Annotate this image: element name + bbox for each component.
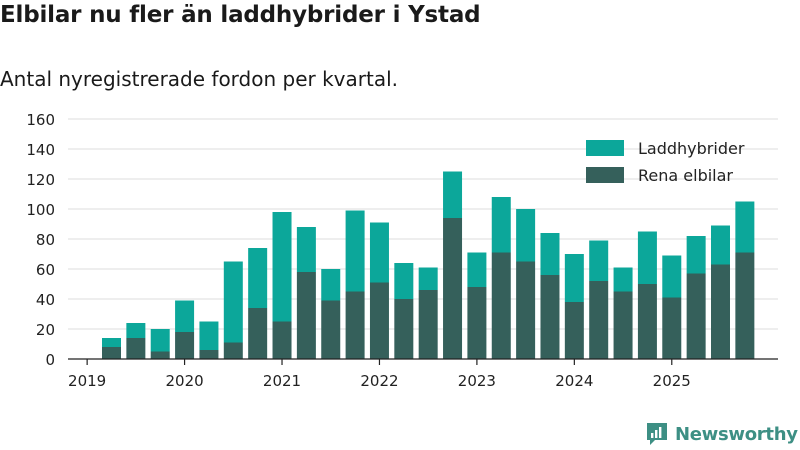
- bar-rena-elbilar: [467, 287, 487, 359]
- bar-laddhybrider: [394, 263, 414, 299]
- bar-laddhybrider: [369, 222, 389, 283]
- bar-rena-elbilar: [150, 351, 170, 359]
- stacked-bar-chart: 0 20 40 60 80 100 120 140 160 2019 2020 2021 2022 202…: [26, 111, 778, 390]
- bar-rena-elbilar: [248, 308, 268, 359]
- bar-laddhybrider: [345, 210, 365, 292]
- chart-title: Elbilar nu fler än laddhybrider i Ystad: [0, 2, 481, 28]
- legend-swatch-elbilar: [586, 167, 624, 183]
- bar-laddhybrider: [199, 321, 219, 350]
- bar-rena-elbilar: [369, 282, 389, 359]
- y-tick-label: 160: [26, 111, 55, 129]
- bar-laddhybrider: [491, 197, 511, 253]
- bar-laddhybrider: [443, 171, 463, 218]
- x-tick-label: 2022: [360, 372, 398, 390]
- bar-laddhybrider: [467, 252, 487, 287]
- brand-logo: Newsworthy: [645, 420, 798, 448]
- bar-rena-elbilar: [394, 299, 414, 359]
- bar-rena-elbilar: [613, 291, 633, 359]
- bar-rena-elbilar: [272, 321, 292, 359]
- bar-laddhybrider: [296, 227, 316, 272]
- bar-laddhybrider: [686, 236, 706, 274]
- y-tick-label: 60: [36, 261, 55, 279]
- y-tick-label: 140: [26, 141, 55, 159]
- x-tick-label: 2024: [555, 372, 593, 390]
- bar-rena-elbilar: [199, 350, 219, 359]
- bar-rena-elbilar: [686, 273, 706, 359]
- bar-rena-elbilar: [589, 281, 609, 359]
- bar-laddhybrider: [126, 323, 146, 338]
- x-tick-label: 2019: [68, 372, 106, 390]
- bar-rena-elbilar: [491, 252, 511, 359]
- y-tick-label: 120: [26, 171, 55, 189]
- bar-laddhybrider: [711, 225, 730, 265]
- x-tick-label: 2020: [165, 372, 203, 390]
- bar-laddhybrider: [321, 269, 341, 301]
- bar-rena-elbilar: [102, 347, 121, 359]
- bar-laddhybrider: [516, 209, 536, 262]
- bar-rena-elbilar: [223, 342, 243, 359]
- bar-laddhybrider: [662, 255, 682, 298]
- y-tick-label: 40: [36, 291, 55, 309]
- bar-rena-elbilar: [540, 275, 560, 359]
- bar-laddhybrider: [613, 267, 633, 292]
- bar-laddhybrider: [564, 254, 584, 302]
- x-tick-label: 2023: [458, 372, 496, 390]
- legend-label-laddhybrider: Laddhybrider: [638, 139, 745, 158]
- bar-laddhybrider: [589, 240, 609, 281]
- legend-label-elbilar: Rena elbilar: [638, 166, 733, 185]
- bar-laddhybrider: [272, 212, 292, 322]
- legend-swatch-laddhybrider: [586, 140, 624, 156]
- bar-rena-elbilar: [418, 290, 438, 359]
- bar-rena-elbilar: [637, 284, 657, 359]
- y-tick-label: 100: [26, 201, 55, 219]
- bar-rena-elbilar: [516, 261, 536, 359]
- y-tick-label: 80: [36, 231, 55, 249]
- bar-rena-elbilar: [443, 218, 463, 359]
- bar-laddhybrider: [540, 233, 560, 275]
- bar-laddhybrider: [418, 267, 438, 290]
- x-tick-label: 2021: [263, 372, 301, 390]
- chart-subtitle: Antal nyregistrerade fordon per kvartal.: [0, 67, 399, 91]
- bar-laddhybrider: [223, 261, 243, 343]
- brand-name: Newsworthy: [675, 423, 798, 445]
- bar-rena-elbilar: [126, 338, 146, 359]
- y-tick-label: 0: [45, 351, 55, 369]
- bar-rena-elbilar: [321, 300, 341, 359]
- bar-laddhybrider: [248, 248, 268, 308]
- bar-rena-elbilar: [662, 297, 682, 359]
- bar-laddhybrider: [175, 300, 195, 332]
- x-tick-label: 2025: [653, 372, 691, 390]
- newsworthy-logo-icon: [647, 423, 667, 445]
- bar-laddhybrider: [735, 201, 755, 253]
- bar-rena-elbilar: [175, 332, 195, 359]
- bar-rena-elbilar: [735, 252, 755, 359]
- bar-rena-elbilar: [711, 264, 730, 359]
- y-tick-label: 20: [36, 321, 55, 339]
- bar-rena-elbilar: [296, 272, 316, 359]
- bar-laddhybrider: [637, 231, 657, 284]
- bar-laddhybrider: [150, 329, 170, 352]
- bar-laddhybrider: [102, 338, 121, 347]
- bar-rena-elbilar: [345, 291, 365, 359]
- bar-rena-elbilar: [564, 302, 584, 359]
